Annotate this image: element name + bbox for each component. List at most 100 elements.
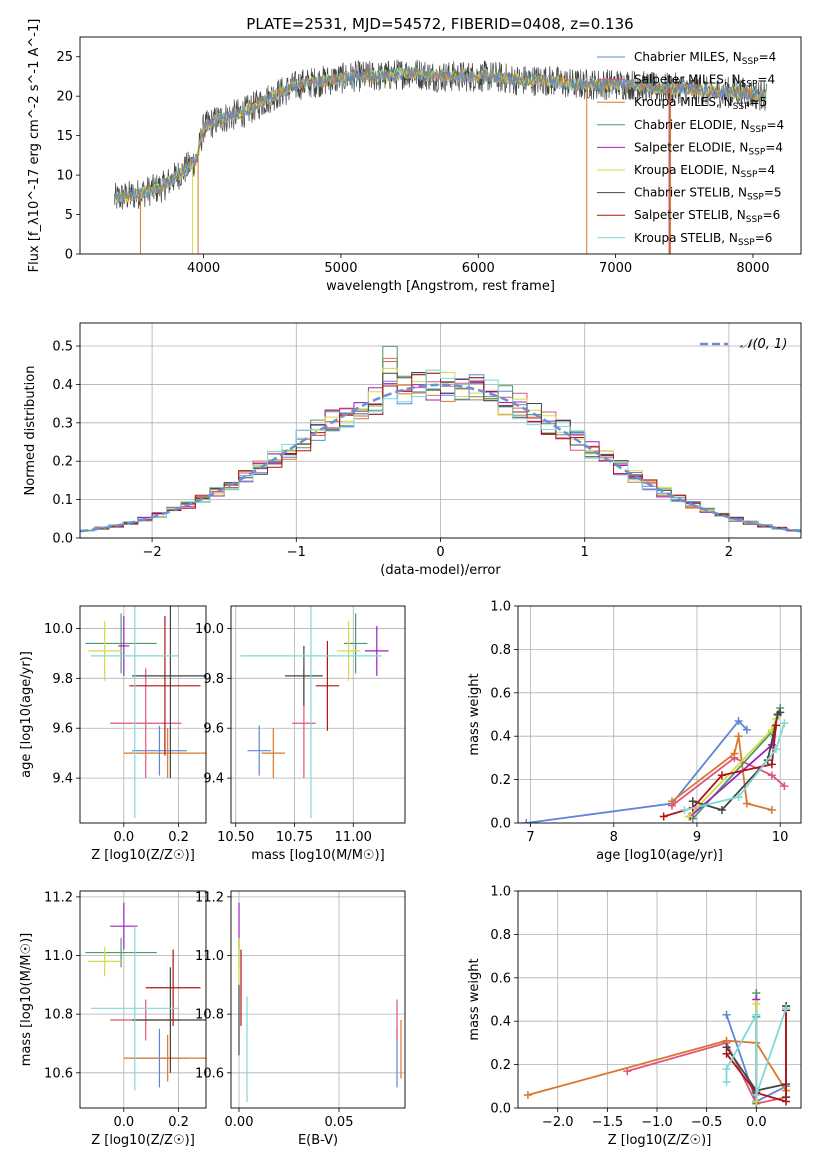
legend-label: Kroupa STELIB, NSSP=6 — [634, 231, 772, 248]
x-tick-label: 8000 — [736, 261, 769, 276]
weight-point-kmiles — [742, 799, 751, 808]
x-tick-label: 10.50 — [217, 830, 254, 845]
x-axis-label: mass [log10(M/M☉)] — [251, 848, 384, 863]
weight-point-sstelib — [772, 721, 781, 730]
y-tick-label: 5 — [65, 208, 73, 223]
y-tick-label: 9.6 — [52, 722, 73, 737]
legend-label: Chabrier STELIB, NSSP=5 — [634, 186, 782, 203]
weight-point-kstelib — [772, 745, 781, 754]
x-tick-label: −2.0 — [542, 1115, 574, 1130]
y-tick-label: 0.0 — [52, 532, 73, 547]
weight-point-kmiles — [667, 797, 676, 806]
legend: 𝒩(0, 1) — [700, 337, 787, 352]
y-tick-label: 11.2 — [195, 890, 224, 905]
x-tick-label: −2 — [143, 545, 162, 560]
y-tick-label: 11.0 — [44, 949, 73, 964]
y-tick-label: 0.8 — [490, 643, 511, 658]
y-tick-label: 9.4 — [203, 772, 224, 787]
y-tick-label: 0.6 — [490, 686, 511, 701]
x-tick-label: −1.0 — [641, 1115, 673, 1130]
y-tick-label: 0.2 — [52, 455, 73, 470]
axes-frame — [517, 890, 802, 1109]
y-tick-label: 0.4 — [490, 1015, 511, 1030]
y-tick-label: 0.6 — [490, 971, 511, 986]
weight-point-sstelib — [659, 812, 668, 821]
panel-mass-Z: 0.0 0.2 10.6 10.8 11.0 11.2 Z [log10(Z/Z☉)] mas… — [19, 890, 207, 1148]
weight-point-kstelib — [752, 1090, 761, 1099]
legend-label: Salpeter MILES, NSSP=4 — [634, 73, 775, 90]
legend-label: 𝒩(0, 1) — [740, 337, 787, 352]
plot-area-weight-age — [522, 703, 789, 823]
x-axis-label: age [log10(age/yr)] — [596, 848, 723, 863]
y-axis-label: Normed distribution — [23, 366, 38, 496]
x-tick-label: 2 — [725, 545, 733, 560]
panel-age-mass: 10.50 10.75 11.00 9.4 9.6 9.8 10.0 mass [log10(… — [195, 605, 406, 863]
x-axis-label: (data-model)/error — [380, 563, 501, 578]
y-tick-label: 10.0 — [44, 622, 73, 637]
panel-weight-Z: −2.0 −1.5 −1.0 −0.5 0.0 0.0 0.2 0.4 0.6 0.8 1.0 Z [… — [467, 885, 802, 1148]
y-tick-label: 1.0 — [490, 885, 511, 900]
y-tick-label: 9.4 — [52, 772, 73, 787]
x-axis-label: Z [log10(Z/Z☉)] — [91, 848, 195, 863]
panel-age-Z: 0.0 0.2 9.4 9.6 9.8 10.0 Z [log10(Z/Z☉)] age [l… — [19, 605, 207, 863]
x-tick-label: 7000 — [599, 261, 632, 276]
x-tick-label: 1 — [581, 545, 589, 560]
panel-residuals: −2 −1 0 1 2 0.0 0.1 0.2 0.3 0.4 0.5 (data-model)/er… — [23, 322, 802, 578]
weight-point-kstelib — [734, 792, 743, 801]
weight-point-cmiles — [522, 819, 531, 823]
axes-frame — [230, 605, 406, 824]
weight-point-kelodie — [752, 999, 761, 1008]
x-tick-label: 4000 — [187, 261, 220, 276]
weight-point-cmiles — [742, 725, 751, 734]
histogram-kstelib — [80, 369, 801, 532]
y-tick-label: 10.0 — [195, 622, 224, 637]
axes-frame — [79, 890, 207, 1109]
x-tick-label: −1 — [287, 545, 306, 560]
plot-area-weight-Z — [523, 988, 791, 1108]
plot-area-spectrum — [113, 59, 767, 254]
weight-point-sstelib — [767, 760, 776, 769]
x-tick-label: 0.05 — [325, 1115, 354, 1130]
y-tick-label: 25 — [56, 50, 73, 65]
y-tick-label: 11.2 — [44, 890, 73, 905]
x-tick-label: 0.00 — [225, 1115, 254, 1130]
panel-spectrum: 4000 5000 6000 7000 8000 0 5 10 15 20 25 wavelength… — [27, 19, 802, 294]
spectrum-line-cmiles — [113, 67, 767, 204]
weight-line-kstelib — [684, 722, 786, 811]
weight-point-sstelib — [782, 1097, 791, 1106]
weight-point-kstelib — [780, 719, 789, 728]
x-tick-label: 0.2 — [168, 830, 189, 845]
weight-point-kstelib — [752, 1010, 761, 1019]
y-tick-label: 0.3 — [52, 416, 73, 431]
weight-point-kmiles — [730, 749, 739, 758]
axes-frame — [79, 605, 207, 824]
plot-area-age-Z — [85, 606, 206, 819]
x-tick-label: 0.2 — [168, 1115, 189, 1130]
panel-weight-age: 7 8 9 10 0.0 0.2 0.4 0.6 0.8 1.0 age [log10(age/yr… — [467, 600, 802, 863]
x-axis-label: Z [log10(Z/Z☉)] — [91, 1133, 195, 1148]
plot-area-age-mass — [240, 606, 389, 819]
x-tick-label: 0.0 — [113, 830, 134, 845]
weight-line-cmiles — [526, 719, 748, 823]
x-axis-label: Z [log10(Z/Z☉)] — [608, 1133, 712, 1148]
y-tick-label: 10.6 — [195, 1066, 224, 1081]
legend-label: Chabrier MILES, NSSP=4 — [634, 50, 776, 67]
weight-point-cmiles — [734, 717, 743, 726]
normal-curve — [80, 383, 801, 533]
x-tick-label: 0 — [436, 545, 444, 560]
x-tick-label: 7 — [526, 830, 534, 845]
y-tick-label: 0.0 — [490, 1102, 511, 1117]
x-axis-label: E(B-V) — [298, 1133, 338, 1148]
y-tick-label: 0.4 — [490, 730, 511, 745]
weight-line-sstelib — [725, 1010, 787, 1103]
panel-mass-ebv: 0.00 0.05 10.6 10.8 11.0 11.2 E(B-V) — [195, 890, 406, 1148]
x-tick-label: 10 — [772, 830, 789, 845]
y-tick-label: 15 — [56, 129, 73, 144]
y-tick-label: 20 — [56, 90, 73, 105]
weight-point-kstelib — [722, 1077, 731, 1086]
x-tick-label: −1.5 — [592, 1115, 624, 1130]
legend: Chabrier MILES, NSSP=4 Salpeter MILES, NS… — [597, 50, 784, 248]
x-tick-label: 9 — [693, 830, 701, 845]
y-tick-label: 0.8 — [490, 928, 511, 943]
